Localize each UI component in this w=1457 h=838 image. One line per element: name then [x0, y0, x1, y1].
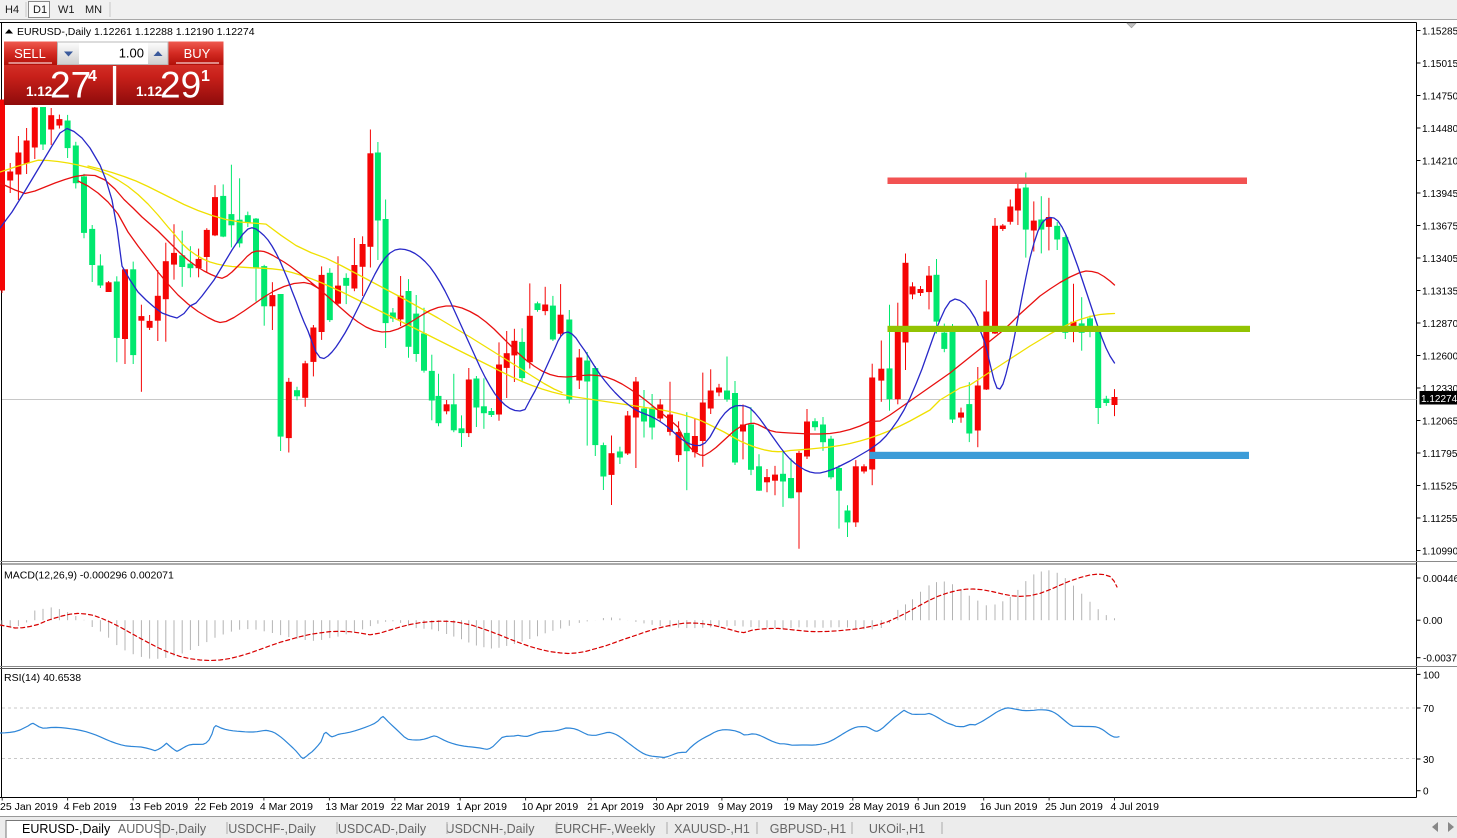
svg-text:1.13945: 1.13945	[1422, 189, 1457, 200]
svg-text:6 Jun 2019: 6 Jun 2019	[914, 801, 966, 813]
svg-text:13 Mar 2019: 13 Mar 2019	[325, 801, 384, 813]
svg-text:1.14750: 1.14750	[1422, 91, 1457, 102]
svg-text:4 Mar 2019: 4 Mar 2019	[260, 801, 313, 813]
svg-text:21 Apr 2019: 21 Apr 2019	[587, 801, 644, 813]
svg-text:4 Feb 2019: 4 Feb 2019	[64, 801, 117, 813]
svg-text:1: 1	[201, 68, 210, 85]
svg-text:BUY: BUY	[184, 46, 211, 61]
svg-text:22 Feb 2019: 22 Feb 2019	[195, 801, 254, 813]
svg-text:1.11255: 1.11255	[1422, 514, 1457, 525]
svg-text:1.12870: 1.12870	[1422, 319, 1457, 330]
svg-text:RSI(14) 40.6538: RSI(14) 40.6538	[4, 672, 81, 684]
svg-text:0.004465: 0.004465	[1423, 574, 1457, 585]
svg-text:USDCAD-,Daily: USDCAD-,Daily	[338, 822, 427, 836]
svg-text:1.12: 1.12	[26, 84, 52, 99]
svg-text:1.12065: 1.12065	[1422, 416, 1457, 427]
svg-text:28 May 2019: 28 May 2019	[849, 801, 910, 813]
svg-text:9 May 2019: 9 May 2019	[718, 801, 773, 813]
svg-text:EURUSD-,Daily: EURUSD-,Daily	[22, 822, 111, 836]
svg-text:25 Jun 2019: 25 Jun 2019	[1045, 801, 1103, 813]
svg-text:0.00: 0.00	[1423, 616, 1443, 627]
svg-text:100: 100	[1423, 670, 1440, 681]
svg-text:16 Jun 2019: 16 Jun 2019	[980, 801, 1038, 813]
svg-text:USDCNH-,Daily: USDCNH-,Daily	[446, 822, 536, 836]
svg-text:EURUSD-,Daily 1.12261 1.12288: EURUSD-,Daily 1.12261 1.12288 1.12190 1.…	[17, 26, 255, 38]
svg-text:SELL: SELL	[14, 46, 46, 61]
svg-text:30 Apr 2019: 30 Apr 2019	[653, 801, 710, 813]
svg-text:4 Jul 2019: 4 Jul 2019	[1111, 801, 1160, 813]
svg-text:XAUUSD-,H1: XAUUSD-,H1	[674, 822, 750, 836]
svg-text:25 Jan 2019: 25 Jan 2019	[0, 801, 58, 813]
svg-text:1.14210: 1.14210	[1422, 156, 1457, 167]
svg-text:D1: D1	[33, 4, 47, 16]
svg-text:1.14480: 1.14480	[1422, 124, 1457, 135]
svg-text:1.12330: 1.12330	[1422, 384, 1457, 395]
svg-text:H4: H4	[5, 4, 19, 16]
svg-text:22 Mar 2019: 22 Mar 2019	[391, 801, 450, 813]
svg-text:1.10990: 1.10990	[1422, 546, 1457, 557]
svg-text:EURCHF-,Weekly: EURCHF-,Weekly	[555, 822, 656, 836]
svg-text:1 Apr 2019: 1 Apr 2019	[456, 801, 507, 813]
svg-text:GBPUSD-,H1: GBPUSD-,H1	[770, 822, 846, 836]
svg-text:1.15285: 1.15285	[1422, 26, 1457, 37]
svg-text:MN: MN	[85, 4, 102, 16]
svg-text:29: 29	[160, 65, 201, 106]
svg-text:1.12600: 1.12600	[1422, 351, 1457, 362]
svg-text:1.15015: 1.15015	[1422, 59, 1457, 70]
svg-text:UKOil-,H1: UKOil-,H1	[869, 822, 925, 836]
svg-text:USDCHF-,Daily: USDCHF-,Daily	[228, 822, 316, 836]
svg-text:1.13135: 1.13135	[1422, 286, 1457, 297]
svg-text:1.12: 1.12	[136, 84, 162, 99]
svg-text:0: 0	[1423, 787, 1429, 798]
svg-text:W1: W1	[58, 4, 75, 16]
svg-text:70: 70	[1423, 704, 1435, 715]
svg-text:1.11795: 1.11795	[1422, 449, 1457, 460]
svg-text:1.13675: 1.13675	[1422, 221, 1457, 232]
svg-text:1.12274: 1.12274	[1421, 394, 1457, 405]
svg-text:1.11525: 1.11525	[1422, 481, 1457, 492]
svg-text:4: 4	[88, 68, 97, 85]
svg-text:1.13405: 1.13405	[1422, 254, 1457, 265]
svg-text:10 Apr 2019: 10 Apr 2019	[522, 801, 579, 813]
svg-text:30: 30	[1423, 755, 1435, 766]
svg-text:-0.003715: -0.003715	[1423, 654, 1457, 665]
svg-text:27: 27	[50, 65, 91, 106]
svg-text:19 May 2019: 19 May 2019	[783, 801, 844, 813]
svg-text:MACD(12,26,9) -0.000296 0.0020: MACD(12,26,9) -0.000296 0.002071	[4, 570, 174, 582]
svg-text:1.00: 1.00	[119, 46, 144, 61]
svg-text:AUDUSD-,Daily: AUDUSD-,Daily	[118, 822, 207, 836]
svg-text:13 Feb 2019: 13 Feb 2019	[129, 801, 188, 813]
